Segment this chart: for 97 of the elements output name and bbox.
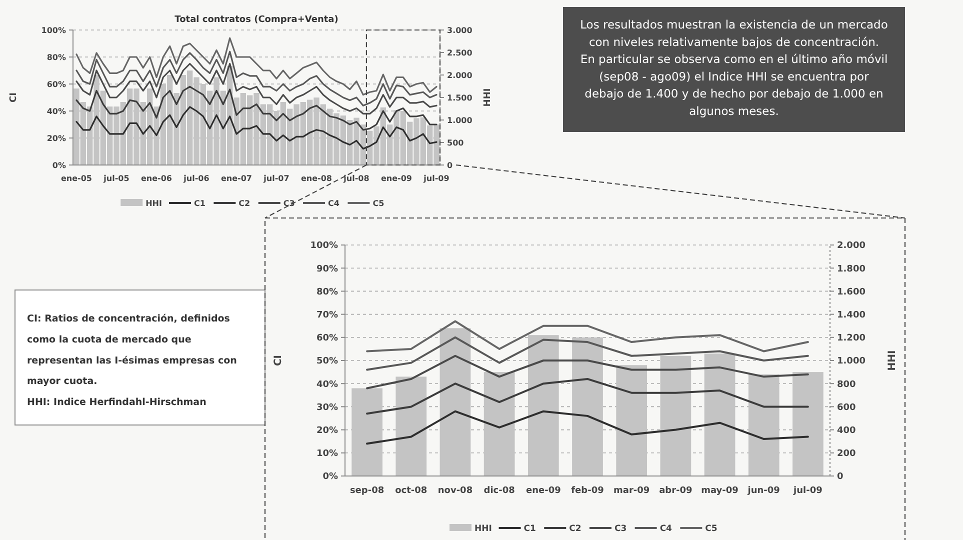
y2-tick-label: 1.000: [837, 356, 866, 367]
y2-axis-title: HHI: [887, 350, 898, 371]
y-tick-label: 80%: [316, 287, 338, 298]
y-tick-label: 60%: [46, 80, 66, 89]
chart-title: Total contratos (Compra+Venta): [174, 15, 338, 25]
y-tick-label: 40%: [46, 106, 66, 116]
legend-label: C5: [372, 198, 385, 208]
line-series: [76, 50, 438, 106]
y-tick-label: 100%: [41, 26, 66, 35]
line-series: [76, 37, 438, 96]
x-tick-label: jul-09: [422, 174, 450, 183]
y2-tick-label: 1.200: [837, 334, 866, 344]
line-series: [366, 354, 809, 390]
y2-tick-label: 600: [837, 402, 856, 413]
line-series: [76, 106, 438, 150]
y2-tick-label: 1.800: [837, 264, 866, 274]
bar: [704, 354, 736, 476]
legend-label: C5: [705, 524, 718, 534]
y2-tick-label: 1.500: [447, 93, 473, 102]
y-tick-label: 0%: [52, 160, 66, 170]
bar: [440, 328, 471, 476]
y2-tick-label: 200: [837, 449, 856, 460]
x-tick-label: ene-05: [61, 174, 92, 183]
x-tick-label: feb-09: [571, 486, 604, 496]
bar: [616, 365, 648, 476]
x-tick-label: jul-05: [102, 174, 130, 183]
x-tick-label: nov-08: [438, 486, 473, 496]
line-series: [366, 378, 809, 415]
bar: [660, 356, 692, 476]
legend-label: C4: [328, 198, 340, 208]
text: CI: Ratios de concentración, definidos como la cuota de mercado que representan las I-ésimas empresas con mayor cuota.: [27, 314, 238, 388]
y2-tick-label: 2.000: [447, 70, 473, 80]
y-tick-label: 60%: [316, 334, 338, 344]
legend-label: C3: [614, 524, 627, 534]
y2-tick-label: 1.000: [447, 116, 473, 125]
x-tick-label: sep-08: [350, 486, 384, 496]
x-tick-label: jul-08: [342, 174, 370, 183]
x-tick-label: ene-09: [526, 486, 561, 496]
y-tick-label: 80%: [46, 52, 66, 62]
bar: [352, 388, 382, 476]
bar: [396, 376, 427, 476]
x-tick-label: ene-07: [221, 174, 252, 183]
line-series: [76, 62, 438, 114]
x-tick-label: oct-08: [395, 486, 428, 496]
bar: [792, 372, 824, 476]
y-axis-title: CI: [273, 354, 284, 366]
x-tick-label: jul-09: [792, 486, 822, 496]
line-series: [76, 86, 438, 131]
legend-label: C2: [238, 198, 250, 208]
y-tick-label: 30%: [316, 402, 338, 413]
y-axis-title: CI: [9, 92, 19, 102]
y-tick-label: 50%: [316, 356, 338, 367]
legend-label: C2: [569, 524, 582, 534]
x-tick-label: ene-08: [301, 174, 332, 183]
y-tick-label: 20%: [316, 426, 338, 436]
bar: [748, 374, 780, 476]
y2-tick-label: 2.000: [837, 241, 866, 252]
y-tick-label: 90%: [316, 264, 338, 274]
bar: [572, 337, 603, 476]
x-tick-label: dic-08: [484, 486, 515, 496]
y2-tick-label: 2.500: [447, 48, 473, 58]
y2-tick-label: 1.600: [837, 287, 866, 298]
text: Los resultados muestran la existencia de un mercado con niveles relativamente bajos de concentración. En particular se observa como en el último año móvil (sep08 - ago09) el Indice HHI se encuentra por debajo de 1.400 y de hecho por debajo de 1.000 en algunos meses.: [580, 18, 888, 118]
x-tick-label: jul-07: [262, 174, 290, 183]
legend-label: C1: [524, 524, 536, 534]
y2-tick-label: 0: [837, 472, 844, 482]
line-series: [366, 410, 809, 445]
line-series: [366, 336, 809, 371]
y2-tick-label: 400: [837, 426, 856, 436]
y-tick-label: 10%: [316, 449, 338, 460]
x-tick-label: may-09: [701, 486, 738, 496]
bar: [528, 335, 559, 476]
y-tick-label: 0%: [322, 472, 338, 482]
x-tick-label: ene-06: [141, 174, 172, 183]
y-tick-label: 40%: [316, 380, 338, 390]
y-tick-label: 70%: [316, 310, 338, 320]
y2-tick-label: 1.400: [837, 310, 866, 320]
legend-label: C3: [283, 198, 295, 208]
x-tick-label: jun-09: [746, 486, 780, 496]
x-tick-label: ene-09: [381, 174, 412, 183]
legend-label: HHI: [146, 198, 162, 208]
y-tick-label: 100%: [310, 241, 338, 252]
x-tick-label: jul-06: [182, 174, 210, 183]
y-tick-label: 20%: [46, 134, 66, 143]
x-tick-label: abr-09: [659, 486, 692, 496]
y2-tick-label: 0: [447, 160, 453, 170]
line-series: [366, 320, 809, 352]
x-tick-label: mar-09: [614, 486, 650, 496]
legend-label: C4: [660, 524, 672, 534]
legend-label: HHI: [474, 524, 492, 534]
y2-tick-label: 3.000: [447, 26, 473, 35]
y2-tick-label: 500: [447, 138, 464, 148]
y2-axis-title: HHI: [483, 88, 493, 107]
y2-tick-label: 800: [837, 380, 856, 390]
text: HHI: Indice Herfindahl-Hirschman: [27, 397, 207, 408]
bar: [484, 372, 515, 476]
legend-label: C1: [194, 198, 206, 208]
